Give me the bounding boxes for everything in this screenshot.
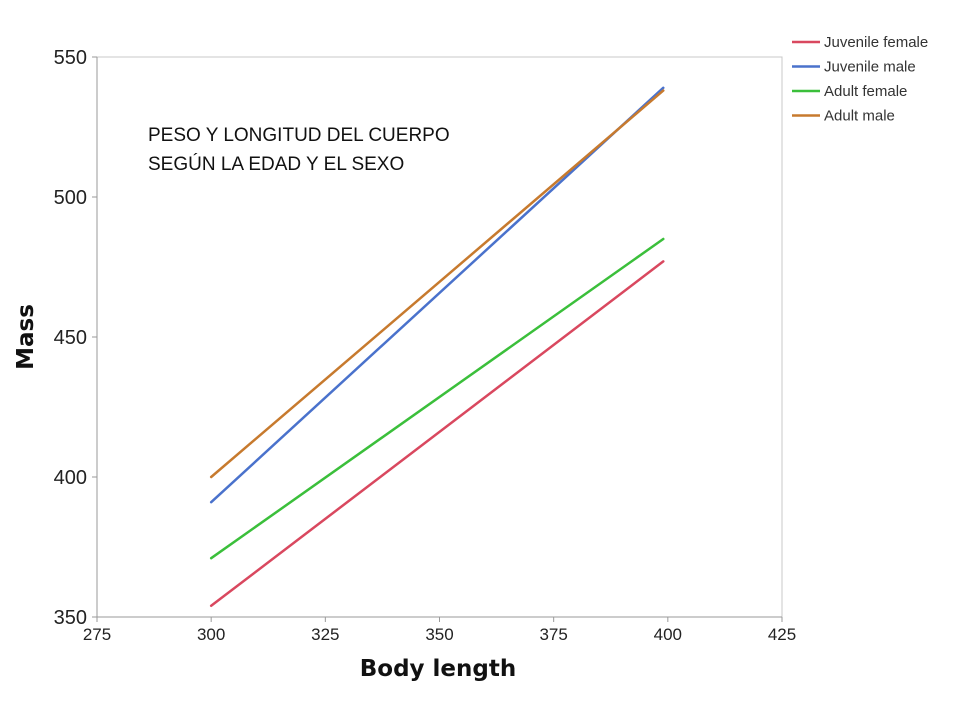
- legend-label-adult-female: Adult female: [824, 83, 907, 100]
- annotation-line-1: PESO Y LONGITUD DEL CUERPO: [148, 125, 450, 146]
- annotation-line-2: SEGÚN LA EDAD Y EL SEXO: [148, 153, 404, 175]
- x-tick-label: 275: [83, 625, 111, 644]
- x-tick-label: 375: [539, 625, 567, 644]
- series-line-adult-male: [209, 89, 665, 479]
- legend-label-juvenile-male: Juvenile male: [824, 59, 916, 76]
- x-tick-label: 400: [654, 625, 682, 644]
- y-tick-label: 500: [54, 187, 87, 209]
- legend-label-adult-male: Adult male: [824, 108, 895, 125]
- y-tick-label: 550: [54, 47, 87, 69]
- legend-label-juvenile-female: Juvenile female: [824, 34, 928, 51]
- series-lines: [209, 86, 665, 608]
- legend: Juvenile female Juvenile male Adult female…: [792, 34, 928, 125]
- x-tick-label: 325: [311, 625, 339, 644]
- y-tick-label: 350: [54, 607, 87, 629]
- series-line-adult-female: [209, 237, 665, 560]
- x-axis-ticks: 275 300 325 350 375 400 425: [83, 617, 796, 644]
- y-axis-title: Mass: [13, 304, 39, 370]
- y-tick-label: 450: [54, 327, 87, 349]
- x-tick-label: 300: [197, 625, 225, 644]
- x-axis-title: Body length: [360, 656, 517, 682]
- y-axis-ticks: 350 400 450 500 550: [54, 47, 97, 629]
- y-tick-label: 400: [54, 467, 87, 489]
- x-tick-label: 350: [425, 625, 453, 644]
- series-line-juvenile-female: [209, 260, 665, 608]
- x-tick-label: 425: [768, 625, 796, 644]
- series-line-juvenile-male: [209, 86, 665, 504]
